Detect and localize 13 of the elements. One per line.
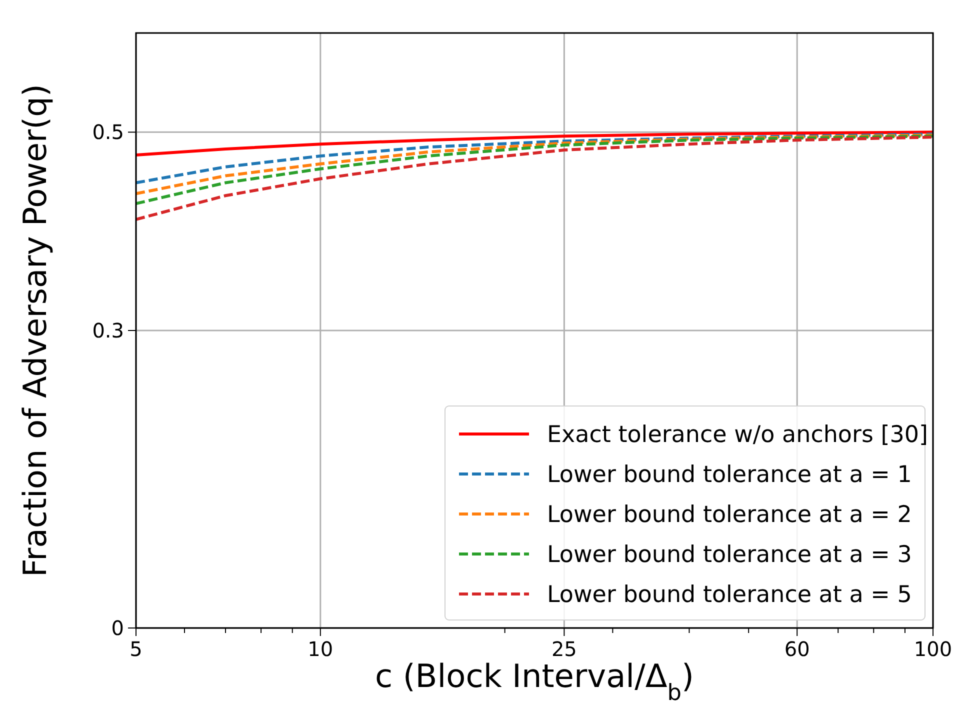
y-axis-title: Fraction of Adversary Power(q)	[16, 84, 54, 577]
legend-label: Lower bound tolerance at a = 5	[547, 582, 912, 608]
x-tick-label: 5	[130, 637, 142, 661]
y-tick-label: 0.5	[92, 120, 124, 144]
x-tick-label: 100	[914, 637, 952, 661]
x-tick-label: 10	[308, 637, 334, 661]
y-tick-label: 0.3	[92, 318, 124, 342]
legend-label: Lower bound tolerance at a = 2	[547, 502, 912, 528]
y-tick-label: 0	[111, 616, 124, 640]
legend-label: Lower bound tolerance at a = 1	[547, 462, 912, 488]
legend-label: Lower bound tolerance at a = 3	[547, 542, 912, 568]
x-tick-label: 60	[784, 637, 810, 661]
legend-label: Exact tolerance w/o anchors [30]	[547, 422, 928, 448]
